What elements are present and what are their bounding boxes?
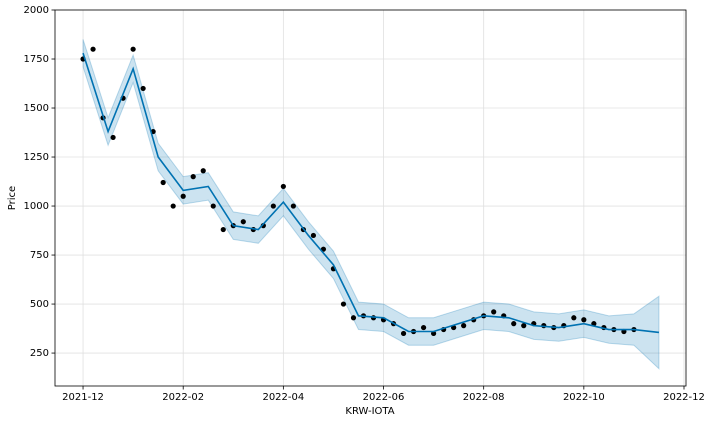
y-tick-label: 2000 bbox=[24, 5, 49, 16]
x-tick-label: 2022-10 bbox=[563, 392, 605, 403]
x-tick-label: 2021-12 bbox=[62, 392, 104, 403]
observation-point bbox=[511, 321, 517, 327]
observation-point bbox=[280, 183, 286, 190]
y-tick-label: 500 bbox=[30, 299, 49, 310]
y-tick-label: 1250 bbox=[24, 152, 49, 163]
observation-point bbox=[200, 168, 206, 174]
observation-point bbox=[521, 323, 527, 329]
observation-point bbox=[290, 203, 296, 209]
x-tick-label: 2022-02 bbox=[162, 392, 204, 403]
x-tick-label: 2022-04 bbox=[262, 392, 304, 403]
y-tick-label: 1750 bbox=[24, 54, 49, 65]
y-tick-label: 1000 bbox=[24, 201, 49, 212]
y-axis-label: Price bbox=[7, 186, 18, 210]
observation-point bbox=[160, 179, 166, 186]
x-tick-label: 2022-06 bbox=[363, 392, 405, 403]
observation-point bbox=[240, 219, 246, 225]
observation-point bbox=[140, 85, 146, 92]
observation-point bbox=[210, 203, 216, 209]
observation-point bbox=[571, 315, 577, 321]
observation-point bbox=[90, 46, 96, 52]
y-tick-label: 250 bbox=[30, 348, 49, 359]
observation-point bbox=[180, 193, 186, 199]
y-tick-label: 1500 bbox=[24, 103, 49, 114]
observation-point bbox=[270, 203, 276, 209]
x-tick-label: 2022-12 bbox=[663, 392, 705, 403]
plot-marks bbox=[80, 39, 660, 370]
observation-point bbox=[220, 226, 226, 233]
observation-point bbox=[491, 309, 497, 315]
observation-point bbox=[340, 301, 347, 307]
observation-point bbox=[190, 174, 196, 180]
observation-point bbox=[110, 134, 116, 141]
observation-point bbox=[350, 315, 357, 321]
axes: 250 500 750 1000 1250 1500 1750 2000 2021-12 2022… bbox=[24, 5, 705, 403]
forecast-line bbox=[82, 52, 660, 334]
observation-point bbox=[581, 317, 587, 323]
observation-point bbox=[420, 324, 427, 331]
observation-point bbox=[130, 46, 136, 52]
x-axis-label: KRW-IOTA bbox=[345, 406, 394, 417]
observation-point bbox=[170, 203, 176, 209]
observation-point bbox=[461, 323, 467, 329]
observation-point bbox=[310, 232, 317, 239]
plot-frame bbox=[54, 9, 687, 387]
x-tick-label: 2022-08 bbox=[463, 392, 505, 403]
y-tick-label: 750 bbox=[30, 250, 49, 261]
observation-point bbox=[400, 330, 407, 337]
